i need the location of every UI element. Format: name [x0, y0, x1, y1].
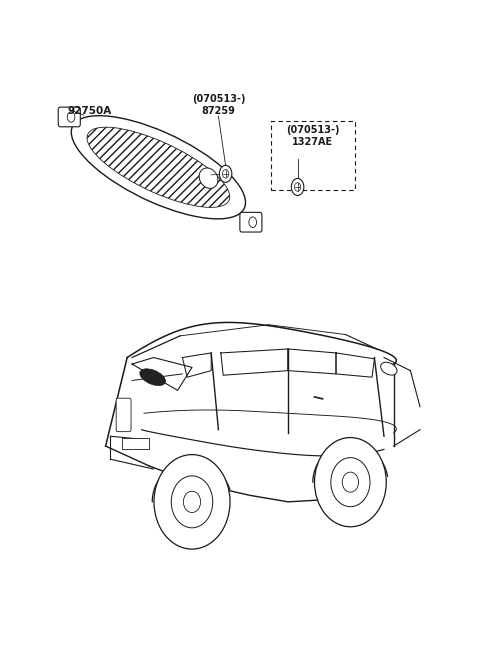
Text: 92750A: 92750A [67, 106, 111, 116]
FancyBboxPatch shape [240, 213, 262, 232]
FancyBboxPatch shape [116, 398, 131, 432]
Circle shape [219, 165, 232, 182]
Ellipse shape [140, 369, 166, 386]
Bar [271, 121, 355, 190]
Ellipse shape [342, 472, 359, 492]
Circle shape [67, 112, 75, 122]
Ellipse shape [314, 438, 386, 527]
Circle shape [222, 169, 228, 178]
Ellipse shape [381, 362, 397, 375]
Ellipse shape [171, 476, 213, 528]
Ellipse shape [87, 127, 230, 207]
FancyBboxPatch shape [58, 107, 80, 127]
Circle shape [249, 217, 257, 228]
Circle shape [291, 178, 304, 195]
Ellipse shape [331, 458, 370, 506]
Ellipse shape [154, 455, 230, 549]
Ellipse shape [183, 491, 201, 512]
Ellipse shape [199, 168, 218, 188]
Text: (070513-)
87259: (070513-) 87259 [192, 94, 245, 116]
Bar [122, 438, 149, 449]
Text: (070513-)
1327AE: (070513-) 1327AE [286, 125, 340, 147]
Ellipse shape [72, 115, 245, 219]
Circle shape [295, 182, 300, 192]
